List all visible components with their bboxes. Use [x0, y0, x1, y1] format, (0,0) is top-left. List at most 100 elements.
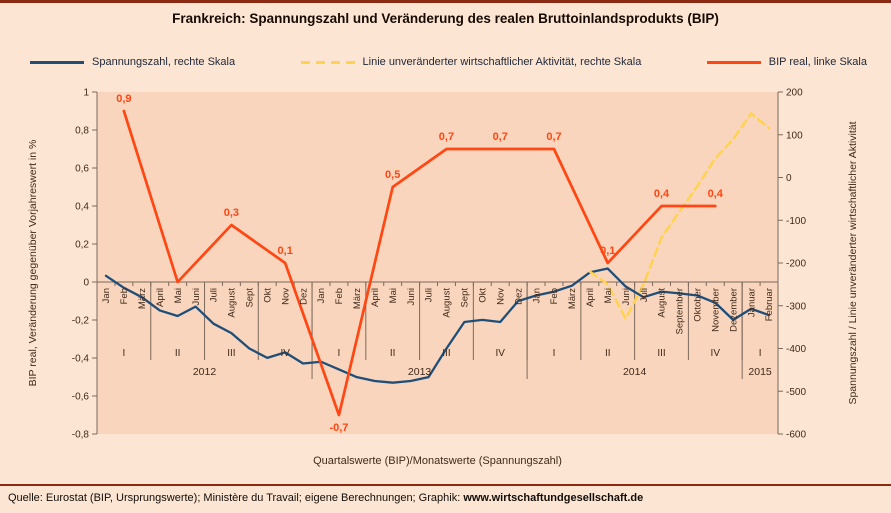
month-label: April [155, 288, 166, 307]
month-label: August [442, 288, 453, 318]
month-label: März [137, 288, 148, 309]
right-axis-tick-label: 200 [786, 88, 803, 99]
right-axis-title: Spannungszahl / Linie unveränderter wirt… [847, 121, 859, 404]
month-label: Nov [280, 288, 291, 305]
quarter-label: IV [495, 348, 505, 359]
legend-label-spannungszahl: Spannungszahl, rechte Skala [92, 56, 236, 68]
month-label: Okt [478, 288, 489, 303]
bip-data-label: 0,1 [600, 245, 615, 257]
x-axis-caption: Quartalswerte (BIP)/Monatswerte (Spannun… [313, 455, 562, 467]
bip-data-label: 0,4 [708, 188, 724, 200]
month-label: Jan [316, 288, 327, 303]
month-label: Dez [513, 288, 524, 305]
quarter-label: II [605, 348, 611, 359]
month-label: September [675, 288, 686, 334]
month-label: Mai [603, 288, 614, 303]
legend-line-swatch-spannungszahl [30, 60, 84, 64]
month-label: Juni [621, 288, 632, 305]
left-axis-tick-label: 0,2 [75, 240, 89, 251]
left-axis-tick-label: -0,2 [72, 316, 90, 327]
chart-legend: Spannungszahl, rechte Skala Linie unverän… [30, 56, 867, 68]
bip-data-label: 0,1 [278, 245, 293, 257]
right-axis-tick-label: -100 [786, 216, 806, 227]
left-axis-title: BIP real, Veränderung gegenüber Vorjahre… [27, 140, 39, 387]
footer-border-rule [0, 484, 891, 486]
left-axis-tick-label: 0,6 [75, 164, 89, 175]
month-label: Sept [460, 288, 471, 308]
year-label: 2014 [623, 366, 647, 378]
legend-item-bip: BIP real, linke Skala [706, 56, 867, 68]
quarter-label: III [657, 348, 665, 359]
month-label: März [567, 288, 578, 309]
quarter-label: IV [711, 348, 721, 359]
legend-label-aktivitaet: Linie unveränderter wirtschaftlicher Akt… [362, 56, 642, 68]
source-text: Quelle: Eurostat (BIP, Ursprungswerte); … [8, 492, 464, 504]
quarter-label: I [338, 348, 341, 359]
legend-line-swatch-bip [706, 60, 761, 64]
month-label: Feb [549, 288, 560, 304]
legend-item-spannungszahl: Spannungszahl, rechte Skala [30, 56, 235, 68]
quarter-label: II [390, 348, 396, 359]
month-label: April [370, 288, 381, 307]
left-axis-tick-label: 0,4 [75, 202, 89, 213]
right-axis-tick-label: -200 [786, 259, 806, 270]
month-label: Feb [334, 288, 345, 304]
legend-item-aktivitaet: Linie unveränderter wirtschaftlicher Akt… [300, 56, 642, 68]
bip-data-label: 0,9 [116, 93, 131, 105]
month-label: Dezember [728, 288, 739, 332]
bip-data-label: 0,4 [654, 188, 670, 200]
spannungszahl-line [104, 267, 771, 384]
quarter-label: IV [280, 348, 290, 359]
month-label: August [657, 288, 668, 318]
bip-data-label: 0,7 [439, 131, 454, 143]
year-label: 2015 [748, 366, 772, 378]
aktivitaet-line [588, 112, 771, 320]
month-label: Jan [531, 288, 542, 303]
bip-data-label: 0,7 [493, 131, 508, 143]
left-axis-tick-label: -0,8 [72, 430, 90, 441]
quarter-label: II [175, 348, 181, 359]
month-label: Oktober [693, 288, 704, 322]
right-axis-tick-label: -300 [786, 301, 806, 312]
legend-label-bip: BIP real, linke Skala [768, 56, 867, 68]
year-label: 2013 [408, 366, 432, 378]
left-axis-tick-label: -0,6 [72, 392, 90, 403]
quarter-label: III [227, 348, 235, 359]
top-border-rule [0, 0, 891, 3]
right-axis-tick-label: 0 [786, 173, 792, 184]
plot-area [97, 92, 778, 434]
quarter-label: I [759, 348, 762, 359]
month-label: Jan [101, 288, 112, 303]
bip-data-label: 0,5 [385, 169, 400, 181]
month-label: Juli [639, 288, 650, 302]
left-axis-tick-label: 1 [83, 88, 89, 99]
right-axis-tick-label: -600 [786, 430, 806, 441]
right-axis-tick-label: -400 [786, 344, 806, 355]
quarter-label: I [122, 348, 125, 359]
right-axis-tick-label: 100 [786, 130, 803, 141]
left-axis-tick-label: 0 [83, 278, 89, 289]
month-label: Mai [173, 288, 184, 303]
bip-data-label: 0,3 [224, 207, 239, 219]
left-axis-tick-label: -0,4 [72, 354, 90, 365]
right-axis-tick-label: -500 [786, 387, 806, 398]
bip-data-label: -0,7 [329, 422, 348, 434]
source-site: www.wirtschaftundgesellschaft.de [463, 492, 644, 504]
bip-line [122, 109, 717, 417]
month-label: März [352, 288, 363, 309]
month-label: Okt [262, 288, 273, 303]
year-label: 2012 [193, 366, 217, 378]
month-label: November [710, 288, 721, 332]
month-label: Sept [245, 288, 256, 308]
quarter-label: I [553, 348, 556, 359]
month-label: Juli [209, 288, 220, 302]
month-label: Juni [191, 288, 202, 305]
left-axis-tick-label: 0,8 [75, 126, 89, 137]
source-footer: Quelle: Eurostat (BIP, Ursprungswerte); … [8, 492, 883, 504]
month-label: Juni [406, 288, 417, 305]
month-label: Dez [298, 288, 309, 305]
month-label: Januar [746, 288, 757, 317]
bip-data-label: 0,7 [546, 131, 561, 143]
